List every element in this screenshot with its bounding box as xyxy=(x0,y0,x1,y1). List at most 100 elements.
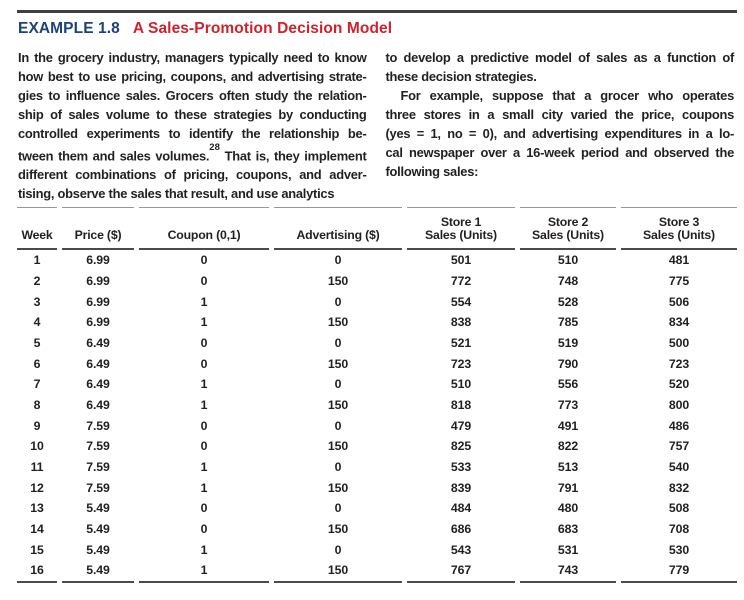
table-cell: 822 xyxy=(557,439,579,454)
table-cell: 0 xyxy=(334,253,342,268)
table-cell: 3 xyxy=(33,294,41,309)
table-cell: 832 xyxy=(668,480,690,495)
table-cell: 6.99 xyxy=(86,253,110,268)
table-row: 6 6.49 0 150 723 790 723 xyxy=(17,353,737,374)
table-cell: 6.49 xyxy=(86,377,110,392)
text-line: (yes = 1, no = 0), and advertising expen… xyxy=(385,125,735,141)
table-cell: 0 xyxy=(200,418,208,433)
table-cell: 0 xyxy=(200,522,208,537)
table-cell: 708 xyxy=(668,522,690,537)
table-cell: 10 xyxy=(30,439,44,454)
table-cell: 543 xyxy=(450,542,472,557)
text-line: to develop a predictive model of sales a… xyxy=(385,49,735,65)
table-cell: 150 xyxy=(327,522,349,537)
table-cell: 150 xyxy=(327,397,349,412)
table-cell: 150 xyxy=(327,439,349,454)
table-cell: 834 xyxy=(668,315,690,330)
table-cell: 785 xyxy=(557,315,579,330)
table-cell: 686 xyxy=(450,522,472,537)
textbook-page: EXAMPLE 1.8 A Sales-Promotion Decision Mo… xyxy=(0,10,744,583)
table-cell: 531 xyxy=(557,542,579,557)
table-cell: 519 xyxy=(557,335,579,350)
table-cell: 772 xyxy=(450,273,472,288)
table-cell: 16 xyxy=(17,560,57,583)
table-cell: 1 xyxy=(139,560,269,583)
table-cell: 0 xyxy=(334,542,342,557)
text-line: cal newspaper over a 16-week period and … xyxy=(385,144,735,160)
column-header-coupon: Coupon (0,1) xyxy=(139,206,269,250)
column-header-price: Price ($) xyxy=(62,206,134,250)
table-cell: 723 xyxy=(668,356,690,371)
table-cell: 4 xyxy=(33,315,41,330)
table-cell: 513 xyxy=(557,460,579,475)
table-cell: 818 xyxy=(450,397,472,412)
table-cell: 0 xyxy=(200,273,208,288)
table-cell: 791 xyxy=(557,480,579,495)
table-cell: 150 xyxy=(327,315,349,330)
table-row: 2 6.99 0 150 772 748 775 xyxy=(17,270,737,291)
text-line: different combinations of pricing, coupo… xyxy=(18,166,367,182)
table-cell: 6.49 xyxy=(86,335,110,350)
table-cell: 528 xyxy=(557,294,579,309)
table-row: 8 6.49 1 150 818 773 800 xyxy=(17,395,737,416)
example-number-label: EXAMPLE 1.8 xyxy=(18,19,120,37)
table-cell: 530 xyxy=(668,542,690,557)
table-cell: 2 xyxy=(33,273,41,288)
table-body: 1 6.99 0 0 501 510 481 2 6.99 0 150 772 748 775 3 6.99 1… xyxy=(17,250,737,583)
table-header-row: Week Price ($) Coupon (0,1) Advertising … xyxy=(17,206,737,250)
table-cell: 767 xyxy=(407,560,515,583)
text-line: these decision strategies. xyxy=(385,68,537,84)
example-title: A Sales-Promotion Decision Model xyxy=(132,19,393,37)
table-cell: 0 xyxy=(334,501,342,516)
table-cell: 5.49 xyxy=(86,501,110,516)
table-cell: 0 xyxy=(334,418,342,433)
text-line: gies to influence sales. Grocers often s… xyxy=(18,87,367,103)
table-cell: 150 xyxy=(327,480,349,495)
table-cell: 1 xyxy=(200,294,208,309)
table-cell: 13 xyxy=(30,501,44,516)
sales-data-table: Week Price ($) Coupon (0,1) Advertising … xyxy=(12,206,742,583)
table-cell: 683 xyxy=(557,522,579,537)
table-cell: 825 xyxy=(450,439,472,454)
table-row: 5 6.49 0 0 521 519 500 xyxy=(17,333,737,354)
table-cell: 510 xyxy=(557,253,579,268)
table-cell: 5 xyxy=(33,335,41,350)
table-cell: 800 xyxy=(668,397,690,412)
table-cell: 150 xyxy=(327,356,349,371)
intro-right-column: to develop a predictive model of sales a… xyxy=(386,48,735,203)
intro-text-block: In the grocery industry, managers typica… xyxy=(18,48,734,203)
table-cell: 748 xyxy=(557,273,579,288)
text-line: how best to use pricing, coupons, and ad… xyxy=(18,68,367,84)
table-cell: 7 xyxy=(33,377,41,392)
text-line-with-footnote: tween them and sales volumes.28 That is,… xyxy=(18,142,367,165)
table-cell: 481 xyxy=(668,253,690,268)
column-header-store1-sales: Store 1 Sales (Units) xyxy=(407,206,515,250)
table-cell: 0 xyxy=(334,460,342,475)
table-cell: 486 xyxy=(668,418,690,433)
table-row: 16 5.49 1 150 767 743 779 xyxy=(17,560,737,583)
table-cell: 0 xyxy=(334,377,342,392)
table-cell: 508 xyxy=(668,501,690,516)
text-fragment: That is, they implement xyxy=(219,147,367,163)
table-cell: 15 xyxy=(30,542,44,557)
table-row: 4 6.99 1 150 838 785 834 xyxy=(17,312,737,333)
table-cell: 6 xyxy=(33,356,41,371)
table-cell: 838 xyxy=(450,315,472,330)
table-cell: 6.49 xyxy=(86,356,110,371)
table-cell: 743 xyxy=(520,560,616,583)
table-cell: 773 xyxy=(557,397,579,412)
table-cell: 480 xyxy=(557,501,579,516)
text-line: following sales: xyxy=(385,163,479,179)
table-cell: 6.99 xyxy=(86,315,110,330)
table-cell: 0 xyxy=(200,335,208,350)
text-line: In the grocery industry, managers typica… xyxy=(18,49,367,65)
table-cell: 6.49 xyxy=(86,397,110,412)
example-heading: EXAMPLE 1.8 A Sales-Promotion Decision Mo… xyxy=(18,19,744,38)
table-cell: 6.99 xyxy=(86,273,110,288)
table-cell: 1 xyxy=(200,315,208,330)
table-row: 7 6.49 1 0 510 556 520 xyxy=(17,374,737,395)
text-line: ship of sales volume to these strategies… xyxy=(18,106,367,122)
table-cell: 1 xyxy=(33,253,41,268)
table-cell: 540 xyxy=(668,460,690,475)
table-cell: 0 xyxy=(200,356,208,371)
